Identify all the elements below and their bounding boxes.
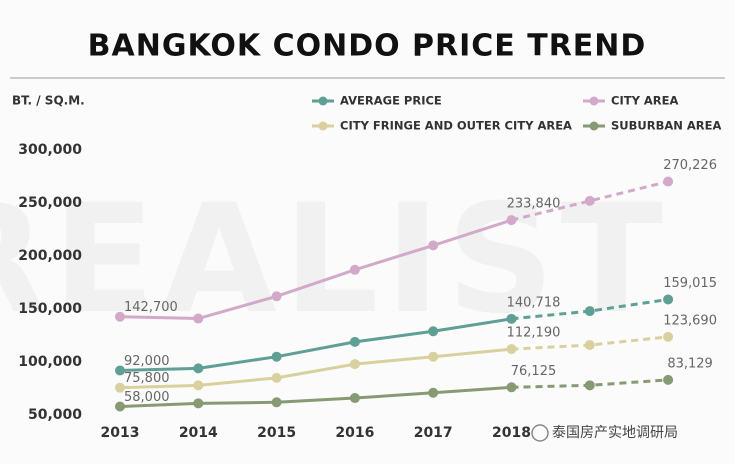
data-point [349,264,360,275]
legend-marker [318,96,328,106]
legend-marker [589,96,599,106]
x-tick-label: 2016 [335,425,374,441]
data-point [663,294,674,305]
data-point [584,306,595,317]
data-point [506,215,517,226]
data-point [663,374,674,385]
data-point [506,313,517,324]
data-point [271,397,282,408]
data-point [584,340,595,351]
data-label: 83,129 [667,356,713,371]
data-point [428,387,439,398]
legend-label: AVERAGE PRICE [340,94,442,108]
data-point [663,331,674,342]
legend-marker [589,121,599,131]
series-line [119,218,512,321]
y-tick-label: 250,000 [18,195,82,211]
data-point [193,398,204,409]
legend-label: CITY FRINGE AND OUTER CITY AREA [340,119,572,133]
data-point [115,365,125,376]
series-line [119,317,512,372]
data-label: 58,000 [124,390,170,405]
data-label: 233,840 [507,197,561,212]
series-line-projected [511,180,669,222]
x-tick-label: 2015 [257,425,296,441]
source: 泰国房产实地调研局 [552,425,678,441]
data-point [271,351,282,362]
data-label: 112,190 [507,326,561,341]
data-point [349,359,360,370]
x-tick-label: 2018 [492,425,531,441]
data-point [115,382,125,393]
data-point [428,240,439,251]
y-tick-label: 300,000 [18,142,82,158]
data-label: 140,718 [507,295,561,310]
x-tick-label: 2014 [179,425,218,441]
data-point [584,380,595,391]
legend-label: CITY AREA [611,94,679,108]
data-label: 270,226 [663,158,717,173]
series-line [119,347,512,390]
legend-label: SUBURBAN AREA [611,119,721,133]
y-tick-label: 150,000 [18,301,82,317]
data-label: 76,125 [511,364,557,379]
data-label: 75,800 [124,371,170,386]
y-tick-label: 50,000 [28,407,82,423]
series-line [119,385,512,409]
y-axis-label: BT. / SQ.M. [12,94,85,108]
y-tick-label: 100,000 [18,354,82,370]
source-icon [531,424,549,442]
data-point [115,401,125,412]
data-point [428,326,439,337]
data-point [663,176,674,187]
data-label: 92,000 [124,354,170,369]
data-point [428,351,439,362]
data-point [349,336,360,347]
data-point [271,291,282,302]
source-badge: 泰国房产实地调研局 [531,424,678,442]
data-point [349,393,360,404]
data-label: 123,690 [663,313,717,328]
data-point [271,372,282,383]
data-point [193,313,204,324]
data-point [506,382,517,393]
data-point [193,363,204,374]
data-point [584,195,595,206]
y-tick-label: 200,000 [18,248,82,264]
x-tick-label: 2013 [101,425,140,441]
data-label: 159,015 [663,276,717,291]
data-point [115,311,125,322]
legend-marker [318,121,328,131]
x-tick-label: 2017 [414,425,453,441]
data-point [506,344,517,355]
watermark: REALIST [0,173,669,347]
chart-title: BANGKOK CONDO PRICE TREND [88,29,647,64]
data-label: 142,700 [124,300,178,315]
data-point [193,380,204,391]
